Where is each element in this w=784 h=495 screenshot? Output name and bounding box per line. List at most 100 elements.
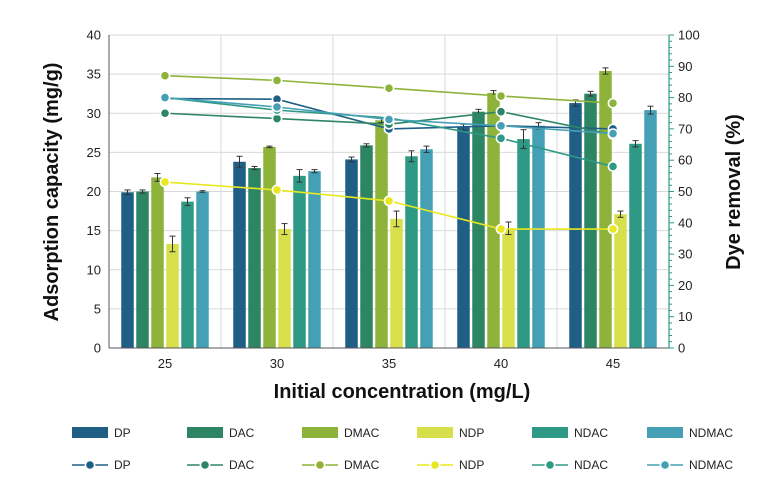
bar-dmac bbox=[487, 92, 500, 348]
x-tick-label: 40 bbox=[494, 356, 508, 371]
bar-ndac bbox=[405, 156, 418, 348]
y2-tick-label: 40 bbox=[678, 215, 692, 230]
bar-ndmac bbox=[532, 125, 545, 349]
axes: 0 5 10 15 20 25 30 35 40 0 10 20 30 40 50 60 70 80 90 100 25… bbox=[87, 28, 700, 372]
x-tick-label: 30 bbox=[270, 356, 284, 371]
bar-dac bbox=[584, 93, 597, 348]
marker-ndp bbox=[271, 184, 283, 196]
legend-bar-swatch-ndmac bbox=[647, 427, 683, 438]
y2-tick-label: 70 bbox=[678, 121, 692, 136]
legend: DP DAC DMAC NDP NDAC NDMAC DP DAC DMAC NDP NDAC NDM… bbox=[72, 426, 733, 472]
legend-line-label-dp: DP bbox=[114, 458, 131, 472]
x-tick-label: 45 bbox=[606, 356, 620, 371]
bar-ndmac bbox=[420, 149, 433, 348]
bar-dp bbox=[457, 127, 470, 349]
y-tick-label: 10 bbox=[87, 262, 101, 277]
bar-dac bbox=[472, 111, 485, 348]
x-tick-label: 35 bbox=[382, 356, 396, 371]
legend-bar-swatch-dac bbox=[187, 427, 223, 438]
y-tick-label: 0 bbox=[94, 341, 101, 356]
legend-bar-swatch-dp bbox=[72, 427, 108, 438]
bar-dac bbox=[248, 168, 261, 348]
legend-bar-label-ndac: NDAC bbox=[574, 426, 608, 440]
marker-ndp bbox=[159, 176, 171, 188]
bar-ndmac bbox=[196, 191, 209, 348]
marker-dmac bbox=[383, 82, 395, 94]
y2-tick-label: 30 bbox=[678, 247, 692, 262]
marker-dac bbox=[159, 107, 171, 119]
y-tick-label: 30 bbox=[87, 106, 101, 121]
x-tick-label: 25 bbox=[158, 356, 172, 371]
bar-dmac bbox=[375, 120, 388, 348]
legend-bar-label-dac: DAC bbox=[229, 426, 255, 440]
y-tick-label: 5 bbox=[94, 301, 101, 316]
marker-ndp bbox=[607, 223, 619, 235]
y-tick-label: 20 bbox=[87, 184, 101, 199]
marker-ndmac bbox=[383, 114, 395, 125]
bar-dp bbox=[345, 159, 358, 348]
legend-line-label-dac: DAC bbox=[229, 458, 255, 472]
bar-ndp bbox=[166, 243, 179, 348]
bar-ndp bbox=[278, 229, 291, 348]
legend-line-marker-dmac bbox=[314, 459, 326, 471]
legend-line-marker-ndac bbox=[544, 459, 556, 471]
y2-tick-label: 50 bbox=[678, 184, 692, 199]
marker-ndp bbox=[383, 195, 395, 207]
marker-dmac bbox=[495, 90, 507, 102]
y2-tick-label: 60 bbox=[678, 153, 692, 168]
y2-tick-label: 100 bbox=[678, 28, 700, 43]
marker-ndmac bbox=[271, 101, 283, 113]
legend-line-label-ndmac: NDMAC bbox=[689, 458, 733, 472]
y2-tick-label: 90 bbox=[678, 59, 692, 74]
y-axis-title: Adsorption capacity (mg/g) bbox=[41, 63, 63, 322]
bar-ndp bbox=[502, 228, 515, 348]
legend-bar-swatch-ndp bbox=[417, 427, 453, 438]
bar-dp bbox=[121, 192, 134, 348]
marker-ndmac bbox=[495, 120, 507, 132]
bar-dp bbox=[569, 103, 582, 348]
marker-ndac bbox=[495, 132, 507, 144]
legend-bar-label-ndp: NDP bbox=[459, 426, 484, 440]
legend-line-label-dmac: DMAC bbox=[344, 458, 380, 472]
y2-axis-title: Dye removal (%) bbox=[723, 114, 745, 270]
y-tick-label: 35 bbox=[87, 67, 101, 82]
marker-dmac bbox=[159, 70, 171, 82]
legend-line-label-ndp: NDP bbox=[459, 458, 484, 472]
marker-ndac bbox=[607, 161, 619, 172]
bar-ndac bbox=[181, 201, 194, 348]
bar-ndac bbox=[293, 175, 306, 348]
bar-dp bbox=[233, 161, 246, 348]
bar-dmac bbox=[151, 177, 164, 348]
marker-dmac bbox=[607, 97, 619, 109]
y-tick-label: 15 bbox=[87, 223, 101, 238]
legend-bar-swatch-dmac bbox=[302, 427, 338, 438]
legend-line-marker-dac bbox=[199, 459, 211, 471]
bar-series-group bbox=[121, 67, 657, 349]
legend-line-label-ndac: NDAC bbox=[574, 458, 608, 472]
marker-ndp bbox=[495, 223, 507, 235]
bar-ndac bbox=[517, 139, 530, 348]
y2-tick-label: 10 bbox=[678, 309, 692, 324]
bar-ndp bbox=[390, 218, 403, 348]
bar-dac bbox=[360, 145, 373, 348]
legend-bar-swatch-ndac bbox=[532, 427, 568, 438]
y-tick-label: 25 bbox=[87, 145, 101, 160]
marker-dmac bbox=[271, 74, 283, 86]
x-axis-title: Initial concentration (mg/L) bbox=[274, 381, 531, 403]
marker-ndmac bbox=[607, 128, 619, 139]
y2-tick-label: 20 bbox=[678, 278, 692, 293]
legend-line-marker-ndmac bbox=[659, 459, 671, 471]
legend-bar-label-dp: DP bbox=[114, 426, 131, 440]
marker-ndmac bbox=[159, 92, 171, 103]
legend-bar-label-ndmac: NDMAC bbox=[689, 426, 733, 440]
bar-dmac bbox=[599, 70, 612, 349]
y2-tick-label: 0 bbox=[678, 341, 685, 356]
marker-dac bbox=[495, 106, 507, 118]
line-series-group bbox=[159, 70, 619, 235]
bar-ndac bbox=[629, 143, 642, 348]
bar-dac bbox=[136, 191, 149, 348]
legend-line-marker-dp bbox=[84, 459, 96, 471]
y-tick-label: 40 bbox=[87, 28, 101, 43]
bar-ndmac bbox=[308, 171, 321, 348]
